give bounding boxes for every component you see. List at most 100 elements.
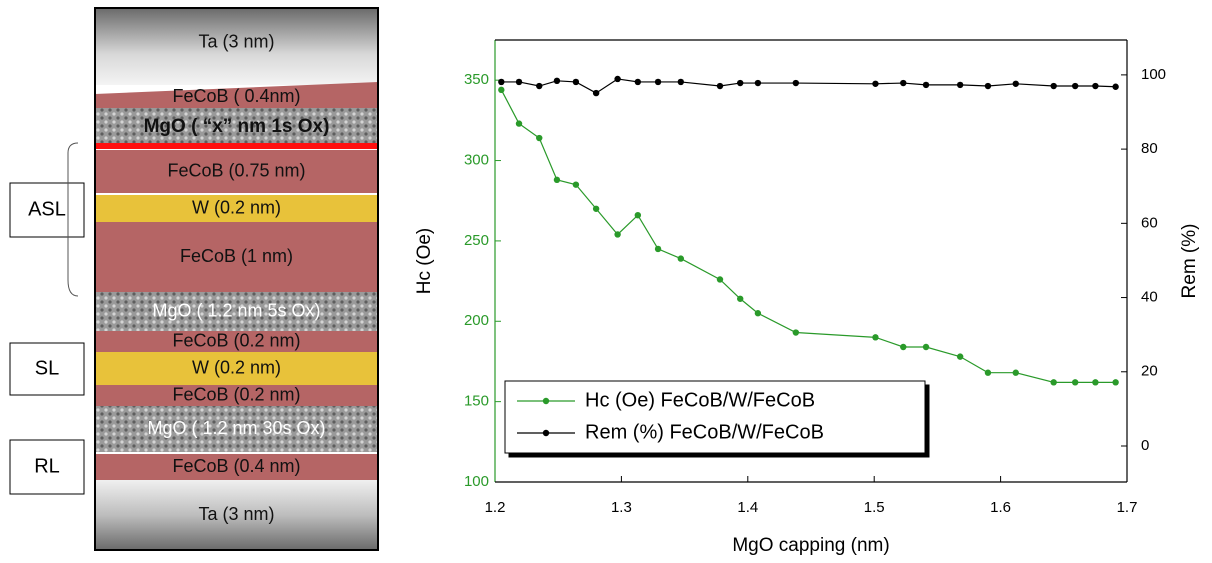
data-point [984, 82, 992, 90]
data-point [592, 205, 600, 212]
data-point [716, 82, 724, 90]
x-tick-label: 1.2 [485, 499, 506, 516]
data-point [515, 120, 523, 127]
x-tick-label: 1.4 [737, 499, 758, 516]
layer-label: FeCoB (0.75 nm) [167, 160, 305, 180]
data-point [1050, 82, 1057, 90]
layer-label: FeCoB ( 0.4nm) [172, 86, 300, 106]
y-tick-label: 300 [464, 152, 489, 169]
data-point [536, 82, 543, 90]
brace [67, 142, 79, 297]
y-tick-label: 250 [464, 232, 489, 249]
data-point [900, 343, 907, 351]
layer [95, 352, 378, 385]
data-point [654, 245, 662, 253]
layer [95, 82, 378, 112]
data-point [1112, 83, 1119, 90]
group-box [9, 182, 85, 238]
data-point [1071, 82, 1079, 90]
x-tick-label: 1.5 [864, 499, 885, 516]
group-box [9, 342, 85, 396]
data-point [737, 295, 744, 302]
data-point [677, 255, 685, 262]
layer [95, 292, 378, 331]
layer-label: MgO ( 1.2 nm 30s Ox) [147, 418, 325, 438]
data-point [515, 78, 523, 86]
data-point [922, 81, 930, 89]
data-point [634, 78, 642, 86]
y2-tick-label: 20 [1141, 363, 1158, 380]
layer [95, 406, 378, 452]
layer [95, 8, 378, 85]
layer [95, 108, 378, 146]
layer-label: FeCoB (0.2 nm) [172, 330, 300, 350]
legend-marker [542, 429, 550, 437]
data-point [498, 78, 505, 86]
layer-stack: Ta (3 nm) FeCoB ( 0.4nm) MgO ( “x” nm 1s O… [9, 7, 379, 551]
legend-label: Hc (Oe) FeCoB/W/FeCoB [585, 389, 815, 411]
data-point [922, 343, 930, 351]
legend-marker [542, 397, 550, 405]
x-tick-label: 1.3 [611, 499, 632, 516]
data-point [536, 134, 543, 142]
layer-label: FeCoB (0.2 nm) [172, 384, 300, 404]
data-point [1071, 379, 1079, 386]
y-tick-label: 350 [464, 71, 489, 88]
layer [95, 222, 378, 292]
data-point [1012, 369, 1019, 376]
y2-axis-label: Rem (%) [1179, 224, 1200, 299]
y2-tick-label: 0 [1141, 437, 1149, 454]
data-point [654, 78, 662, 86]
x-axis-label: MgO capping (nm) [732, 535, 889, 556]
layer-label: Ta (3 nm) [198, 504, 274, 524]
layer [95, 385, 378, 406]
x-tick-label: 1.6 [990, 499, 1011, 516]
data-point [592, 89, 600, 97]
stack-frame [94, 7, 379, 551]
series-line [500, 89, 1116, 383]
data-point [572, 181, 580, 188]
data-point [956, 353, 964, 360]
y2-tick-label: 80 [1141, 140, 1158, 157]
y-tick-label: 100 [464, 473, 489, 490]
layer [95, 480, 378, 550]
data-point [614, 75, 621, 83]
data-point [614, 231, 621, 238]
chart: 1.2 1.3 1.4 1.5 1.6 1.7 100 150 200 250 300 350 0 20 4… [414, 39, 1200, 556]
y2-tick-label: 100 [1141, 66, 1166, 83]
group-label: SL [35, 357, 59, 379]
data-point [754, 79, 762, 87]
data-point [1092, 379, 1099, 386]
y-axis-label: Hc (Oe) [414, 228, 435, 295]
data-point [956, 81, 964, 89]
group-label: RL [34, 455, 60, 477]
y2-tick-label: 40 [1141, 289, 1158, 306]
data-point [872, 334, 879, 341]
data-point [792, 79, 800, 87]
layer [95, 195, 378, 222]
layer [95, 150, 378, 193]
layer-label: W (0.2 nm) [192, 197, 281, 217]
y-tick-label: 150 [464, 393, 489, 410]
data-point [498, 86, 505, 94]
y-tick-label: 200 [464, 312, 489, 329]
data-point [872, 80, 879, 87]
legend-label: Rem (%) FeCoB/W/FeCoB [585, 421, 824, 443]
layer-label: Ta (3 nm) [198, 31, 274, 51]
data-point [737, 79, 744, 87]
layer-label: FeCoB (1 nm) [180, 246, 293, 266]
interface-line [95, 143, 378, 149]
x-tick-label: 1.7 [1117, 499, 1138, 516]
data-point [1092, 82, 1099, 90]
data-point [792, 329, 800, 336]
y2-tick-label: 60 [1141, 214, 1158, 231]
group-box [9, 439, 85, 495]
layer-label: W (0.2 nm) [192, 357, 281, 377]
data-point [572, 78, 580, 86]
layer [95, 454, 378, 480]
layer-label: FeCoB (0.4 nm) [172, 456, 300, 476]
data-point [984, 369, 992, 376]
data-point [716, 276, 724, 283]
